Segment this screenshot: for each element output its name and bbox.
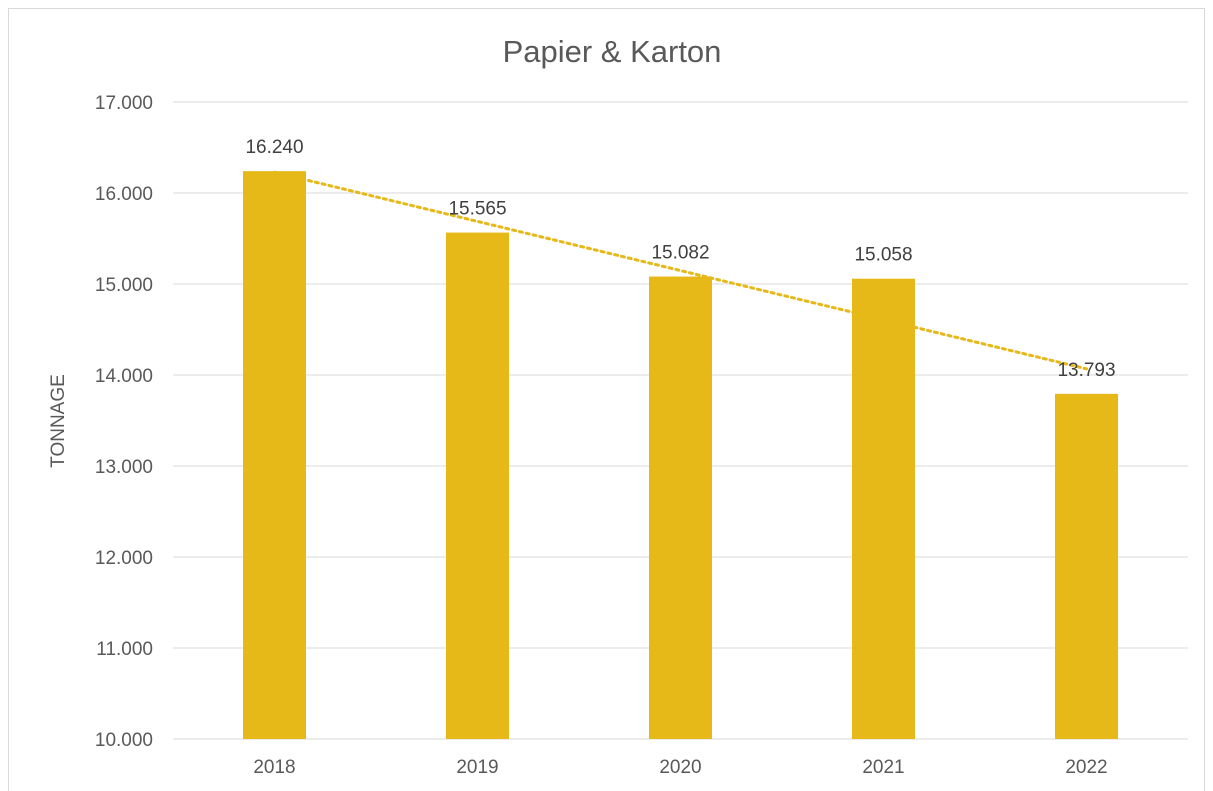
- y-tick-label: 11.000: [96, 639, 153, 660]
- bar: [852, 278, 915, 739]
- trendline: [273, 170, 1088, 371]
- bar: [243, 171, 306, 739]
- x-tick-label: 2019: [456, 757, 498, 778]
- data-label: 15.058: [854, 245, 912, 266]
- bars: [243, 171, 1118, 739]
- data-label: 13.793: [1057, 360, 1115, 381]
- data-label: 15.082: [651, 243, 709, 264]
- y-tick-label: 15.000: [95, 275, 153, 296]
- trendline-path: [273, 170, 1088, 371]
- data-label: 15.565: [448, 199, 506, 220]
- y-tick-label: 12.000: [95, 548, 153, 569]
- x-tick-label: 2018: [253, 757, 295, 778]
- y-axis-label: TONNAGE: [48, 374, 69, 468]
- y-tick-label: 13.000: [95, 457, 153, 478]
- x-tick-label: 2020: [659, 757, 701, 778]
- y-tick-label: 14.000: [95, 366, 153, 387]
- x-axis-ticks: 2018 2019 2020 2021 2022: [253, 757, 1107, 778]
- chart-frame: [8, 8, 1205, 791]
- bar: [446, 232, 509, 739]
- data-label: 16.240: [245, 137, 303, 158]
- bar: [649, 276, 712, 739]
- y-tick-label: 16.000: [95, 184, 153, 205]
- x-tick-label: 2022: [1065, 757, 1107, 778]
- chart-title: Papier & Karton: [503, 34, 722, 69]
- data-labels: 16.240 15.565 15.082 15.058 13.793: [245, 137, 1115, 381]
- bar: [1055, 393, 1118, 739]
- y-tick-label: 17.000: [95, 93, 153, 114]
- x-tick-label: 2021: [862, 757, 904, 778]
- y-tick-label: 10.000: [95, 730, 153, 751]
- y-axis-ticks: 10.000 11.000 12.000 13.000 14.000 15.000 16.0…: [95, 93, 153, 751]
